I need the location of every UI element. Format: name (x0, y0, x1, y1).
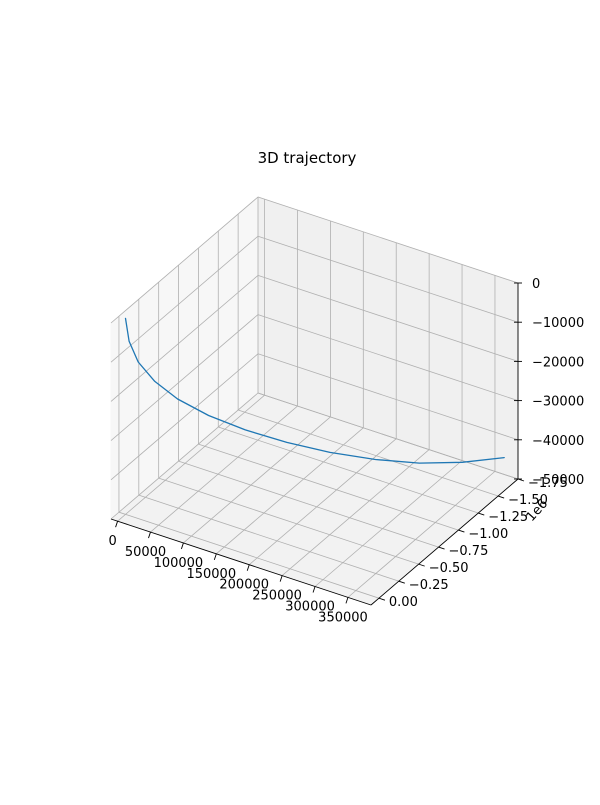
x-tick-label: 50000 (125, 545, 166, 560)
y-tick-label: −1.00 (468, 527, 508, 542)
x-grid-line (281, 449, 430, 576)
x-grid-line (314, 460, 463, 587)
series-layer (124, 317, 505, 464)
chart-title: 3D trajectory (258, 149, 357, 167)
x-grid-line (150, 405, 298, 533)
y-grid-line (118, 511, 380, 599)
z-tick-label: −20000 (532, 355, 584, 370)
x-grid-line (347, 471, 496, 598)
z-grid-line (110, 353, 259, 481)
axes: 0 500001000001500002000002500003000003500… (108, 277, 584, 625)
y-tick-label: −0.50 (429, 561, 469, 576)
x-grid-line (248, 438, 397, 566)
y-tick (478, 512, 485, 516)
z-grid-line (110, 196, 259, 324)
z-grid-line (110, 392, 259, 520)
y-tick-label: −0.25 (409, 578, 449, 593)
x-axis-line (110, 518, 372, 606)
y-grid-line (218, 426, 479, 514)
z-grid-line (257, 392, 519, 480)
x-tick-label: 350000 (318, 610, 368, 625)
axis-panes (110, 195, 519, 606)
x-tick-label: 0 (108, 534, 116, 549)
y-tick (497, 495, 505, 499)
z-grid-line (257, 353, 519, 441)
y-tick-label: −1.75 (528, 476, 568, 491)
grid-lines (110, 196, 519, 599)
x-tick (180, 542, 184, 550)
y-tick (398, 580, 405, 584)
trajectory-line (124, 317, 505, 464)
y-tick (458, 529, 465, 533)
y-tick-label: −0.75 (449, 544, 489, 559)
x-tick (115, 521, 119, 528)
y-grid-line (158, 477, 419, 565)
y-tick-label: −1.25 (488, 510, 528, 525)
x-tick-label: 250000 (252, 589, 302, 604)
y-grid-line (198, 443, 459, 531)
x-grid-line (216, 427, 364, 555)
x-tick (148, 531, 151, 539)
y-tick (418, 563, 425, 567)
x-tick-label: 200000 (219, 578, 269, 593)
z-grid-line (110, 314, 259, 441)
y-tick (378, 597, 386, 601)
y-tick-label: 0.00 (389, 595, 418, 610)
z-grid-line (257, 275, 519, 362)
x-tick (279, 575, 283, 582)
z-tick-label: −30000 (532, 395, 584, 410)
y-grid-line (178, 460, 439, 548)
x-tick-label: 300000 (285, 600, 335, 615)
x-tick-label: 150000 (186, 567, 236, 582)
z-tick-label: 0 (532, 277, 540, 292)
z-tick-label: −10000 (532, 316, 584, 331)
x-grid-line (183, 416, 331, 544)
y-axis-line (370, 478, 519, 606)
y-grid-line (138, 494, 399, 582)
z-grid-line (110, 275, 259, 402)
x-tick-label: 100000 (154, 556, 204, 571)
x-tick (312, 586, 316, 593)
z-tick-label: −50000 (532, 473, 584, 488)
x-tick (246, 564, 250, 571)
z-grid-line (257, 314, 519, 401)
z-tick-label: −40000 (532, 434, 584, 449)
z-grid-line (257, 235, 519, 323)
y-tick (438, 546, 445, 550)
y-grid-line (238, 409, 499, 497)
x-tick (345, 597, 349, 604)
y-tick-label: −1.50 (508, 493, 548, 508)
x-tick (213, 553, 217, 560)
x-grid-line (117, 394, 265, 522)
z-grid-line (257, 196, 519, 284)
z-grid-line (110, 235, 259, 363)
